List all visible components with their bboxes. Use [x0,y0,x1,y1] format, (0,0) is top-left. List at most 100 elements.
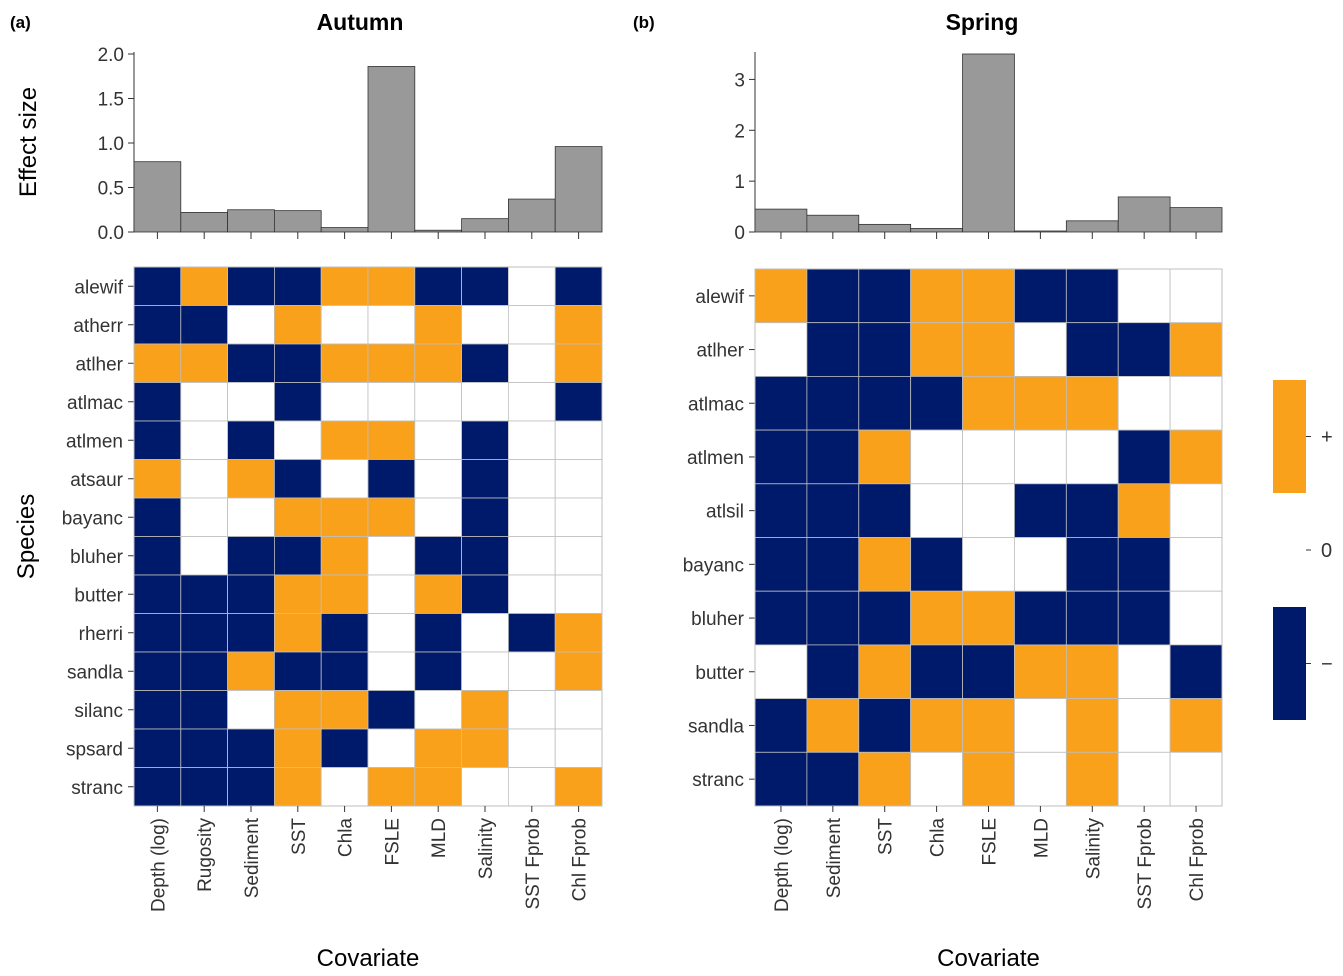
heat-cell-atlher-0 [754,322,808,377]
heat-cell-spsard-6 [414,728,462,768]
heat-cell-bayanc-4 [962,537,1015,592]
heat-cell-atsaur-9 [554,459,603,499]
bar-sediment [806,214,860,233]
covariate-label: Depth (log) [148,818,169,912]
heat-cell-atlmen-6 [414,420,462,460]
heat-cell-atlmen-0 [133,420,182,460]
heat-cell-rherri-3 [273,613,322,653]
heat-cell-bayanc-4 [320,497,369,537]
heat-cell-rherri-6 [414,613,462,653]
heat-cell-alewif-1 [806,268,860,324]
heat-cell-atherr-5 [367,305,416,345]
heat-cell-bayanc-8 [507,497,556,537]
heat-cell-silanc-0 [133,690,182,730]
heat-cell-stranc-2 [227,767,275,807]
species-label: stranc [71,778,123,799]
species-label: atlher [75,354,123,375]
heat-cell-atlmen-7 [1117,429,1171,485]
heat-cell-sandla-8 [1169,698,1223,753]
legend-label: + [1321,427,1333,449]
heat-cell-spsard-0 [133,728,182,768]
heat-cell-spsard-4 [320,728,369,768]
heat-cell-bluher-1 [806,590,860,646]
heat-cell-atlmen-2 [227,420,275,460]
heat-cell-atlmac-8 [1169,375,1223,431]
heat-cell-atlmac-5 [367,382,416,422]
bar-y-tick-label: 0.5 [98,179,124,200]
heat-cell-atlmen-5 [1014,429,1067,485]
covariate-label: Chl Fprob [1187,818,1208,901]
heat-cell-bayanc-2 [227,497,275,537]
legend-label: − [1321,654,1333,676]
bar-chl-fprob [554,146,603,233]
heat-cell-silanc-3 [273,690,322,730]
heat-cell-atherr-2 [227,305,275,345]
heat-cell-atlmen-2 [858,429,912,485]
heat-cell-alewif-8 [507,266,556,306]
heat-cell-alewif-2 [858,268,912,324]
bar-depth-log- [133,161,182,233]
heat-cell-atlmen-9 [554,420,603,460]
bar-mld [414,229,462,233]
heat-cell-sandla-5 [1014,698,1067,753]
heat-cell-atlmac-6 [414,382,462,422]
heat-y-axis-label: Species [13,494,40,579]
heat-cell-alewif-6 [1065,268,1119,324]
species-label: sandla [67,662,123,683]
heat-cell-spsard-8 [507,728,556,768]
heat-cell-bluher-0 [133,536,182,576]
bar-y-tick-label: 3 [734,70,745,91]
heat-cell-alewif-5 [1014,268,1067,324]
heat-cell-rherri-1 [180,613,229,653]
species-label: atherr [73,316,123,337]
heat-cell-rherri-2 [227,613,275,653]
heat-cell-bayanc-7 [461,497,509,537]
heat-cell-atlmen-7 [461,420,509,460]
species-label: alewif [695,287,744,308]
heat-cell-atherr-7 [461,305,509,345]
heat-cell-atlher-3 [273,343,322,383]
heat-cell-silanc-4 [320,690,369,730]
heat-cell-atlher-8 [507,343,556,383]
covariate-label: Rugosity [195,818,216,892]
heat-cell-bluher-4 [320,536,369,576]
heat-cell-sandla-0 [754,698,808,753]
heat-cell-sandla-3 [910,698,963,753]
heat-cell-butter-3 [910,644,963,700]
bar-y-tick-label: 1.5 [98,90,124,111]
heat-cell-atlher-0 [133,343,182,383]
bar-fsle [367,66,416,233]
heat-cell-stranc-5 [367,767,416,807]
covariate-label: MLD [429,818,450,858]
heat-cell-atlmen-3 [273,420,322,460]
heat-cell-bluher-5 [367,536,416,576]
heat-cell-spsard-9 [554,728,603,768]
heat-cell-butter-6 [414,574,462,614]
heat-cell-stranc-6 [1065,751,1119,807]
bar-sst [273,210,322,233]
x-axis-title: Covariate [317,945,420,971]
heat-cell-spsard-3 [273,728,322,768]
heat-cell-stranc-8 [1169,751,1223,807]
species-label: atlsil [706,502,744,523]
species-label: atlher [696,341,744,362]
heat-cell-atlsil-7 [1117,483,1171,538]
heat-cell-atherr-3 [273,305,322,345]
heat-cell-alewif-8 [1169,268,1223,324]
species-label: butter [695,663,744,684]
heat-cell-atlmen-1 [806,429,860,485]
species-label: bayanc [62,508,123,529]
heat-cell-atherr-4 [320,305,369,345]
heat-cell-atsaur-0 [133,459,182,499]
heat-cell-atlsil-2 [858,483,912,538]
heat-cell-bluher-7 [461,536,509,576]
heat-cell-sandla-0 [133,651,182,691]
heat-cell-atlmac-5 [1014,375,1067,431]
heat-cell-sandla-4 [962,698,1015,753]
heat-cell-atlmac-4 [962,375,1015,431]
heat-cell-sandla-2 [858,698,912,753]
heat-cell-atsaur-2 [227,459,275,499]
heat-cell-stranc-0 [754,751,808,807]
